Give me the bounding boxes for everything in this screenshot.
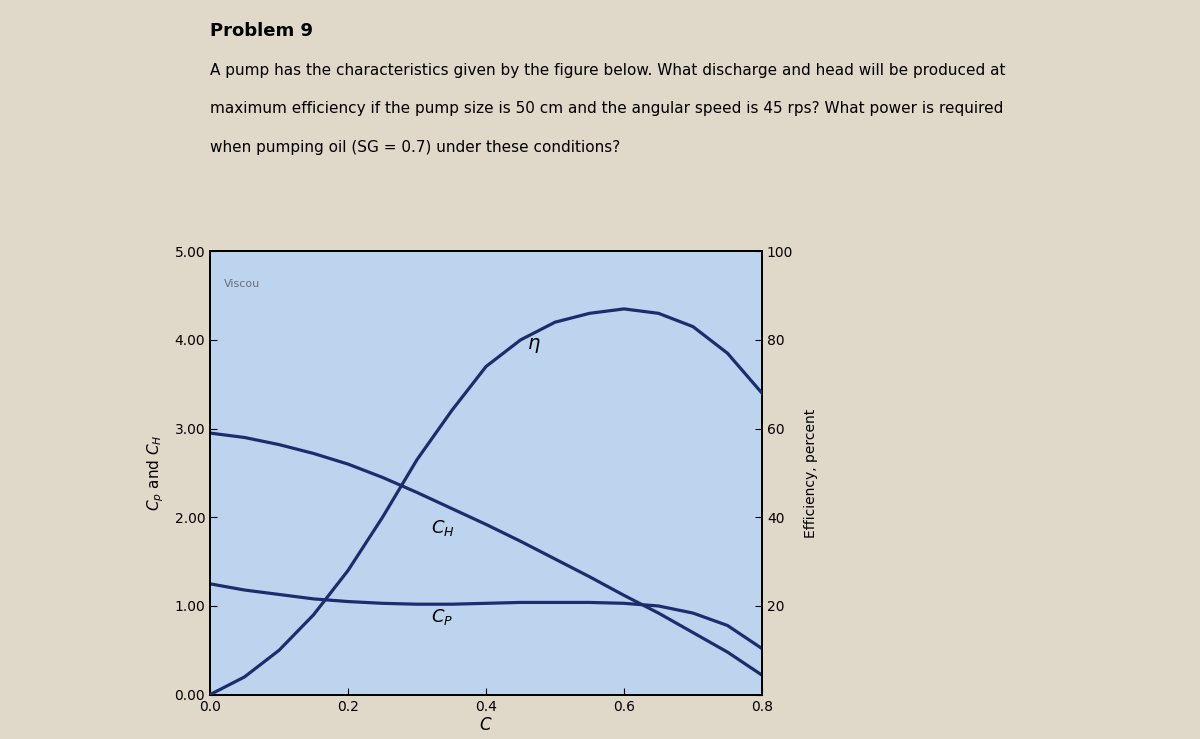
- Text: $\eta$: $\eta$: [528, 336, 541, 355]
- Y-axis label: $C_p$ and $C_H$: $C_p$ and $C_H$: [145, 435, 166, 511]
- Text: when pumping oil (SG = 0.7) under these conditions?: when pumping oil (SG = 0.7) under these …: [210, 140, 620, 154]
- Text: $C_H$: $C_H$: [431, 518, 455, 538]
- X-axis label: $C$: $C$: [479, 716, 493, 735]
- Text: maximum efficiency if the pump size is 50 cm and the angular speed is 45 rps? Wh: maximum efficiency if the pump size is 5…: [210, 101, 1003, 116]
- Text: Problem 9: Problem 9: [210, 22, 313, 40]
- Text: $C_P$: $C_P$: [431, 607, 452, 627]
- Y-axis label: Efficiency, percent: Efficiency, percent: [804, 409, 818, 537]
- Text: Viscou: Viscou: [224, 279, 260, 289]
- Text: A pump has the characteristics given by the figure below. What discharge and hea: A pump has the characteristics given by …: [210, 63, 1006, 78]
